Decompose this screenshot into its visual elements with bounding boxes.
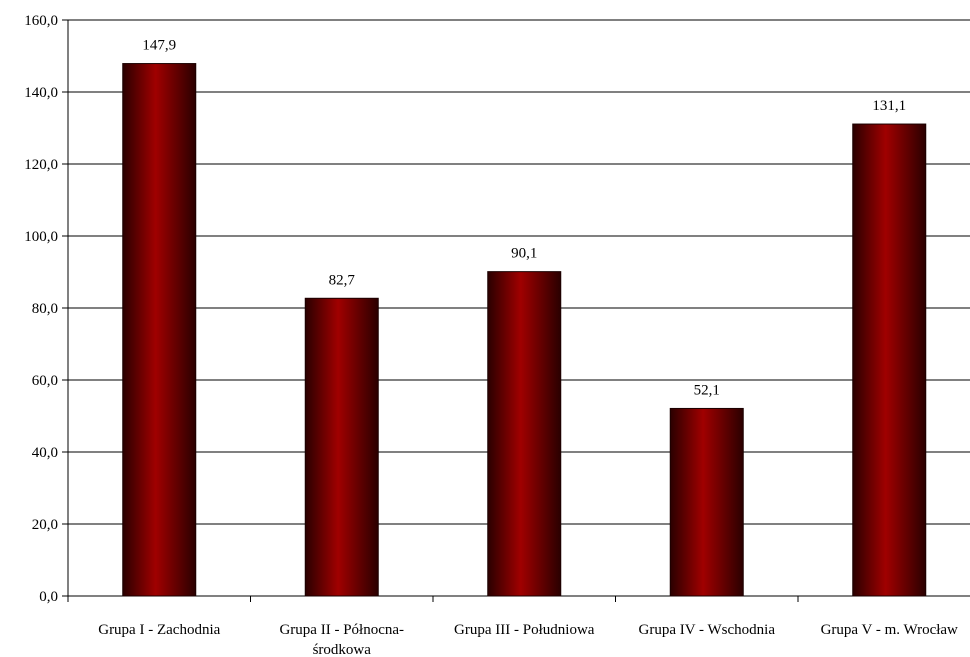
x-tick-label: Grupa IV - Wschodnia [639, 622, 776, 638]
data-label: 82,7 [329, 272, 356, 288]
x-tick-label: Grupa I - Zachodnia [98, 622, 220, 638]
bar [122, 63, 197, 597]
labels: 0,0 20,0 40,0 60,0 80,0 100,0 120,0 140,0 160,0 1… [24, 13, 958, 657]
y-tick-label: 80,0 [32, 301, 58, 317]
y-tick-label: 160,0 [24, 13, 58, 29]
y-tick-label: 40,0 [32, 445, 58, 461]
y-tick-label: 100,0 [24, 229, 58, 245]
y-tick-label: 120,0 [24, 157, 58, 173]
bar [487, 271, 562, 597]
y-tick-label: 0,0 [39, 589, 58, 605]
data-label: 147,9 [142, 38, 176, 54]
y-tick-label: 140,0 [24, 85, 58, 101]
bars [122, 63, 927, 597]
x-tick-label: Grupa II - Północna- [279, 622, 404, 638]
y-tick-label: 20,0 [32, 517, 58, 533]
data-label: 131,1 [872, 98, 906, 114]
data-label: 90,1 [511, 246, 537, 262]
y-tick-label: 60,0 [32, 373, 58, 389]
bar [852, 123, 927, 597]
x-tick-label: Grupa V - m. Wrocław [821, 622, 958, 638]
data-label: 52,1 [694, 382, 720, 398]
bar [304, 297, 379, 597]
bar [669, 407, 744, 597]
x-tick-label: środkowa [313, 642, 372, 657]
x-tick-label: Grupa III - Południowa [454, 622, 595, 638]
